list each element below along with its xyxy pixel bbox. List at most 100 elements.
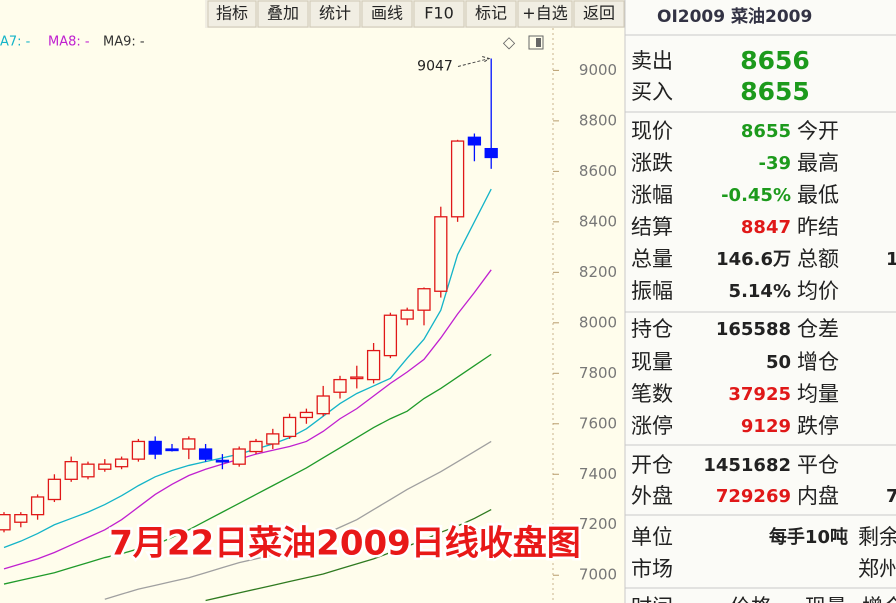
row-label2: 仓差 bbox=[797, 317, 839, 341]
row-label2: 平仓 bbox=[797, 453, 839, 477]
y-tick-label: 8800 bbox=[579, 111, 617, 129]
candle-body bbox=[450, 140, 465, 218]
candle-body bbox=[165, 448, 179, 452]
candle-body bbox=[232, 448, 246, 465]
candle-body bbox=[400, 309, 414, 320]
candle-body bbox=[215, 459, 230, 463]
candle-body bbox=[484, 147, 498, 159]
candle-body bbox=[98, 463, 112, 470]
row-label2: 郑州 bbox=[858, 557, 896, 581]
y-tick-label: 8400 bbox=[579, 212, 617, 230]
quote-label: 卖出 bbox=[631, 49, 673, 73]
legend-label: MA9: - bbox=[103, 35, 145, 50]
quote-value: 8655 bbox=[740, 77, 810, 106]
toolbar-button[interactable] bbox=[309, 0, 361, 28]
icon-toggle-fill bbox=[536, 38, 541, 47]
footer-label: 时间 bbox=[631, 595, 673, 603]
toolbar-button[interactable] bbox=[573, 0, 625, 28]
row-label: 开仓 bbox=[631, 453, 673, 477]
row-label2: 最高 bbox=[797, 151, 839, 175]
candle-body bbox=[350, 376, 364, 380]
toolbar-label[interactable]: 返回 bbox=[583, 4, 615, 23]
row-label2: 增仓 bbox=[797, 350, 839, 374]
row-label: 单位 bbox=[631, 525, 673, 549]
candle-body bbox=[266, 433, 280, 445]
row-label2: 跌停 bbox=[797, 414, 839, 438]
ma-line bbox=[3, 269, 492, 570]
toolbar-button[interactable] bbox=[517, 0, 573, 28]
candle-body bbox=[333, 378, 347, 393]
ma-line bbox=[3, 353, 492, 585]
candle-body bbox=[30, 496, 45, 516]
panel-title: OI2009 菜油2009 bbox=[657, 6, 812, 27]
toolbar-button[interactable] bbox=[361, 0, 413, 28]
y-tick-label: 9000 bbox=[579, 61, 617, 79]
toolbar-button[interactable] bbox=[413, 0, 465, 28]
row-label: 涨停 bbox=[631, 414, 673, 438]
row-label: 笔数 bbox=[631, 382, 673, 406]
legend-label: MA8: - bbox=[48, 35, 90, 50]
row-label2: 最低 bbox=[797, 183, 839, 207]
toolbar-label[interactable]: 标记 bbox=[475, 4, 507, 23]
row-label: 振幅 bbox=[631, 279, 673, 303]
quote-value: 8656 bbox=[740, 46, 810, 75]
footer-label: 价格 bbox=[730, 595, 772, 603]
candle-body bbox=[316, 395, 330, 415]
candle-body bbox=[148, 440, 162, 455]
toolbar-label[interactable]: +自选 bbox=[522, 4, 567, 23]
toolbar-button[interactable] bbox=[465, 0, 517, 28]
toolbar-label[interactable]: F10 bbox=[424, 4, 454, 23]
row-label: 现价 bbox=[631, 119, 673, 143]
row-value: 729269 bbox=[716, 486, 791, 507]
toolbar-label[interactable]: 统计 bbox=[319, 4, 351, 23]
toolbar-button[interactable] bbox=[207, 0, 257, 28]
candle-body bbox=[282, 416, 297, 438]
candle-body bbox=[467, 136, 482, 146]
toolbar-label[interactable]: 叠加 bbox=[267, 4, 299, 23]
y-tick-label: 8000 bbox=[579, 313, 617, 331]
candle-body bbox=[14, 514, 28, 523]
candle-body bbox=[198, 448, 213, 460]
row-value2: 7 bbox=[886, 486, 896, 507]
caption: 7月22日菜油2009日线收盘图 bbox=[109, 524, 581, 564]
row-value: 1451682 bbox=[703, 455, 791, 476]
ma-line bbox=[104, 440, 492, 600]
row-value: 146.6万 bbox=[716, 249, 791, 270]
footer-label: 增仓 bbox=[862, 595, 896, 603]
row-value: 5.14% bbox=[729, 281, 791, 302]
y-tick-label: 7200 bbox=[579, 515, 617, 533]
toolbar-label[interactable]: 画线 bbox=[371, 4, 403, 23]
candle-body bbox=[131, 440, 146, 460]
ma-line bbox=[3, 188, 492, 549]
row-value: 37925 bbox=[728, 384, 791, 405]
row-label2: 昨结 bbox=[797, 215, 839, 239]
row-label: 外盘 bbox=[631, 484, 673, 508]
row-value: 165588 bbox=[716, 319, 791, 340]
row-label2: 均价 bbox=[797, 279, 839, 303]
candle-body bbox=[64, 460, 78, 480]
footer-label: 现量 bbox=[805, 595, 847, 603]
candle-body bbox=[434, 216, 448, 292]
row-label2: 剩余 bbox=[858, 525, 896, 549]
icon-toggle[interactable] bbox=[528, 35, 544, 50]
candle-body bbox=[249, 440, 263, 453]
quote-label: 买入 bbox=[631, 80, 673, 104]
row-label: 总量 bbox=[631, 247, 673, 271]
icon-diamond[interactable]: ◇ bbox=[503, 33, 516, 52]
y-tick-label: 8200 bbox=[579, 263, 617, 281]
ma-line bbox=[205, 509, 492, 602]
row-label: 现量 bbox=[631, 350, 673, 374]
candle-body bbox=[417, 288, 431, 311]
row-label: 结算 bbox=[631, 215, 673, 239]
row-value: -0.45% bbox=[721, 185, 791, 206]
max-arrow bbox=[457, 56, 491, 68]
toolbar-label[interactable]: 指标 bbox=[216, 4, 248, 23]
toolbar-button[interactable] bbox=[257, 0, 309, 28]
row-value2: 1 bbox=[886, 249, 896, 270]
y-tick-label: 7800 bbox=[579, 364, 617, 382]
panel-bg bbox=[625, 0, 896, 603]
row-label: 市场 bbox=[631, 557, 673, 581]
y-tick-label: 7400 bbox=[579, 465, 617, 483]
y-tick-label: 7600 bbox=[579, 414, 617, 432]
